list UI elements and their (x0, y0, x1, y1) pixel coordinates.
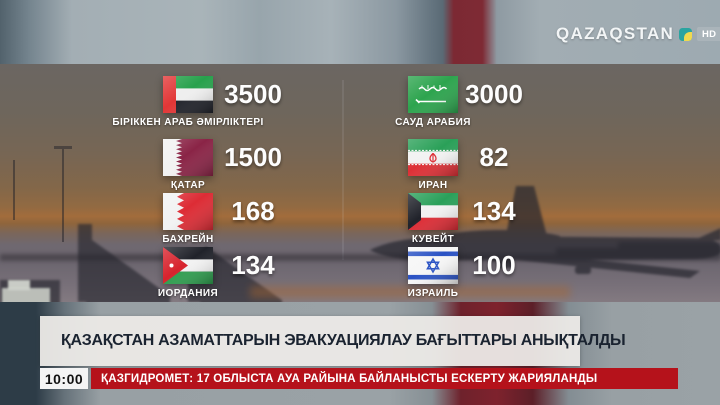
evacuee-count: 3000 (465, 79, 523, 109)
flag-uae-icon (163, 76, 213, 113)
channel-logo-icon (679, 27, 693, 41)
country-label: КУВЕЙТ (411, 234, 455, 245)
evacuee-count: 134 (472, 196, 516, 226)
evacuee-count: 134 (231, 250, 275, 280)
country-label: ИОРДАНИЯ (157, 288, 219, 299)
evacuee-count: 1500 (224, 142, 282, 172)
country-label: БАХРЕЙН (162, 234, 214, 245)
airport-scenery (0, 80, 720, 302)
news-ticker: ҚАЗГИДРОМЕТ: 17 ОБЛЫСТА АУА РАЙЫНА БАЙЛА… (91, 368, 678, 389)
flag-kuwait-icon (408, 193, 458, 230)
channel-logo: QAZAQSTAN HD (556, 24, 720, 44)
clock: 10:00 (40, 368, 88, 389)
stat-item-iran: ИРАН 82 (408, 139, 508, 194)
stat-item-uae: БІРІККЕН АРАБ ӘМІРЛІКТЕРІ 3500 (112, 76, 282, 131)
flag-iran-icon (408, 139, 458, 176)
flag-qatar-icon (163, 139, 213, 176)
evacuee-count: 100 (472, 250, 516, 280)
flag-saudi-arabia-icon (408, 76, 458, 113)
stat-item-bahrain: БАХРЕЙН 168 (162, 193, 275, 248)
studio-background-top (0, 0, 720, 64)
stat-item-kuwait: КУВЕЙТ 134 (408, 193, 516, 248)
evacuee-count: 168 (231, 196, 275, 226)
evacuee-count: 3500 (224, 79, 282, 109)
stat-item-qatar: ҚАТАР 1500 (163, 139, 282, 194)
country-label: БІРІККЕН АРАБ ӘМІРЛІКТЕРІ (112, 117, 264, 128)
evacuee-count: 82 (479, 142, 509, 172)
headline-text: ҚАЗАҚСТАН АЗАМАТТАРЫН ЭВАКУАЦИЯЛАУ БАҒЫТ… (61, 332, 626, 349)
flag-bahrain-icon (163, 193, 213, 230)
flag-israel-icon (408, 247, 458, 284)
ticker-text: ҚАЗГИДРОМЕТ: 17 ОБЛЫСТА АУА РАЙЫНА БАЙЛА… (101, 372, 598, 385)
stat-item-jordan: ИОРДАНИЯ 134 (158, 247, 275, 302)
country-label: САУД АРАБИЯ (395, 117, 471, 128)
country-label: ҚАТАР (170, 180, 206, 191)
country-label: ИРАН (418, 180, 448, 191)
hd-badge: HD (697, 27, 720, 41)
country-label: ИЗРАИЛЬ (407, 288, 459, 299)
headline-banner: ҚАЗАҚСТАН АЗАМАТТАРЫН ЭВАКУАЦИЯЛАУ БАҒЫТ… (40, 316, 626, 366)
channel-logo-text: QAZAQSTAN (556, 24, 675, 43)
flag-jordan-icon (163, 247, 213, 284)
stat-item-israel: ИЗРАИЛЬ 100 (407, 247, 516, 302)
stat-item-saudi-arabia: САУД АРАБИЯ 3000 (395, 76, 523, 131)
stats-panel: БІРІККЕН АРАБ ӘМІРЛІКТЕРІ 3500 САУД АРАБ… (0, 64, 720, 302)
